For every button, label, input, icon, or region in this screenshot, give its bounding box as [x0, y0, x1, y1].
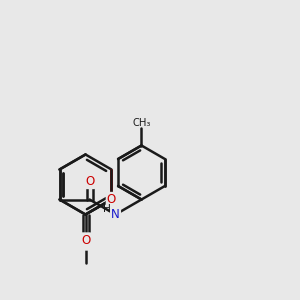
Text: O: O: [81, 233, 90, 247]
Text: O: O: [81, 236, 90, 250]
Text: O: O: [107, 193, 116, 206]
Text: O: O: [85, 175, 94, 188]
Text: H: H: [103, 204, 111, 214]
Text: CH₃: CH₃: [132, 118, 151, 128]
Text: N: N: [111, 208, 120, 221]
